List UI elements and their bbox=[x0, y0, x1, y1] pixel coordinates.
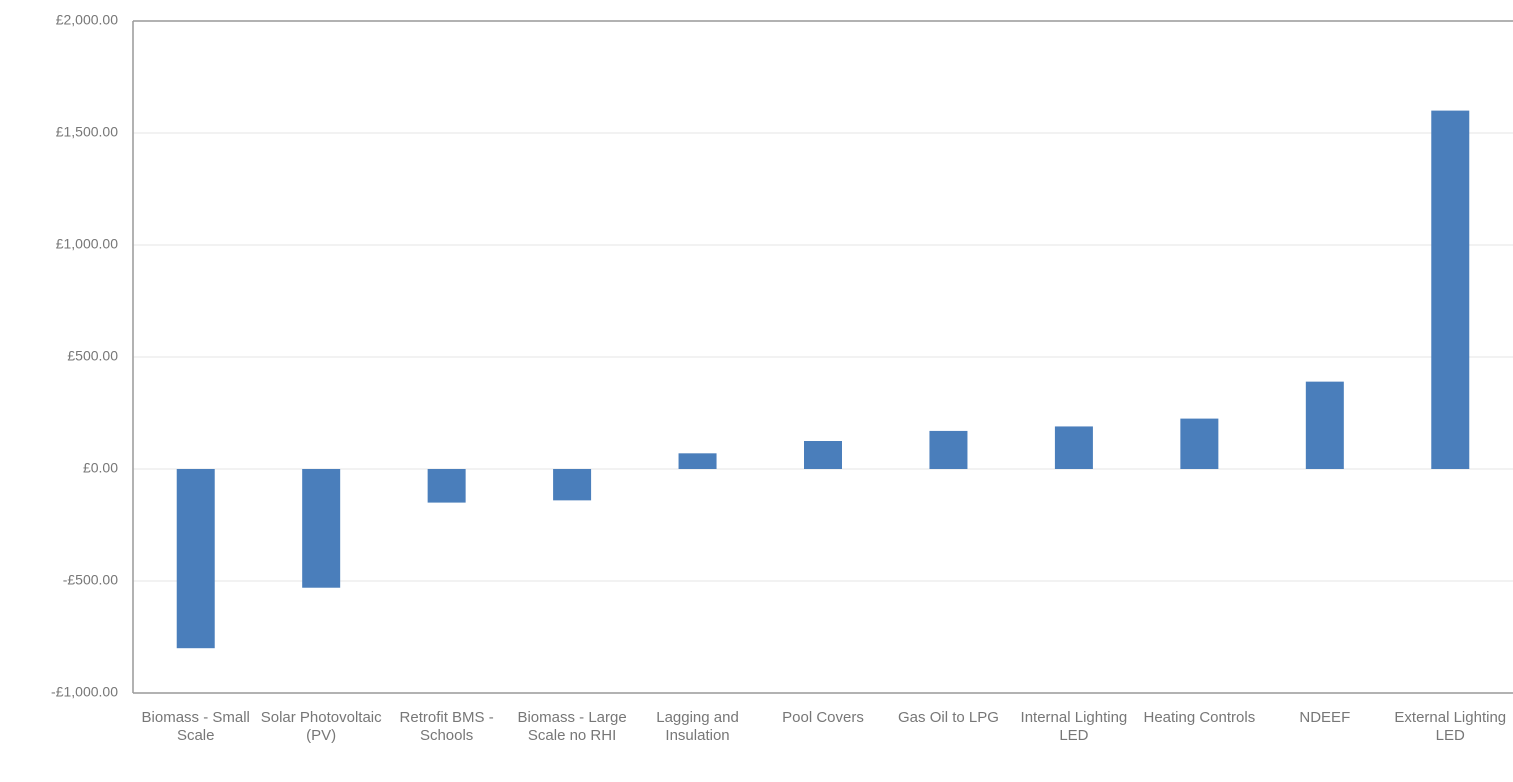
bar bbox=[176, 469, 215, 649]
x-tick-label: Biomass - Large Scale no RHI bbox=[517, 709, 627, 744]
x-tick-label: NDEEF bbox=[1299, 709, 1351, 726]
bar bbox=[1431, 110, 1470, 469]
bar bbox=[553, 469, 592, 501]
y-tick-label: £0.00 bbox=[83, 460, 118, 476]
bar bbox=[1054, 426, 1093, 469]
x-tick-label: External Lighting LED bbox=[1394, 709, 1507, 744]
bar bbox=[804, 441, 842, 469]
y-tick-label: £500.00 bbox=[67, 348, 118, 364]
bar bbox=[929, 430, 968, 469]
bar bbox=[1305, 381, 1344, 469]
y-tick-label: £1,500.00 bbox=[56, 124, 118, 140]
bar bbox=[678, 453, 717, 469]
bar bbox=[1180, 418, 1219, 469]
bar bbox=[427, 469, 466, 503]
x-tick-label: Retrofit BMS - Schools bbox=[399, 709, 494, 744]
x-tick-label: Gas Oil to LPG bbox=[898, 709, 999, 726]
x-tick-label: Solar Photovoltaic (PV) bbox=[260, 709, 382, 744]
x-tick-label: Biomass - Small Scale bbox=[141, 709, 250, 744]
y-tick-label: -£500.00 bbox=[63, 572, 118, 588]
bar bbox=[302, 469, 341, 588]
x-tick-label: Lagging and Insulation bbox=[656, 709, 739, 744]
y-tick-label: £1,000.00 bbox=[56, 236, 118, 252]
x-tick-label: Heating Controls bbox=[1143, 709, 1256, 726]
y-tick-label: -£1,000.00 bbox=[51, 684, 118, 700]
x-tick-label: Internal Lighting LED bbox=[1020, 709, 1128, 744]
x-tick-label: Pool Covers bbox=[782, 709, 864, 726]
y-tick-label: £2,000.00 bbox=[56, 12, 118, 28]
